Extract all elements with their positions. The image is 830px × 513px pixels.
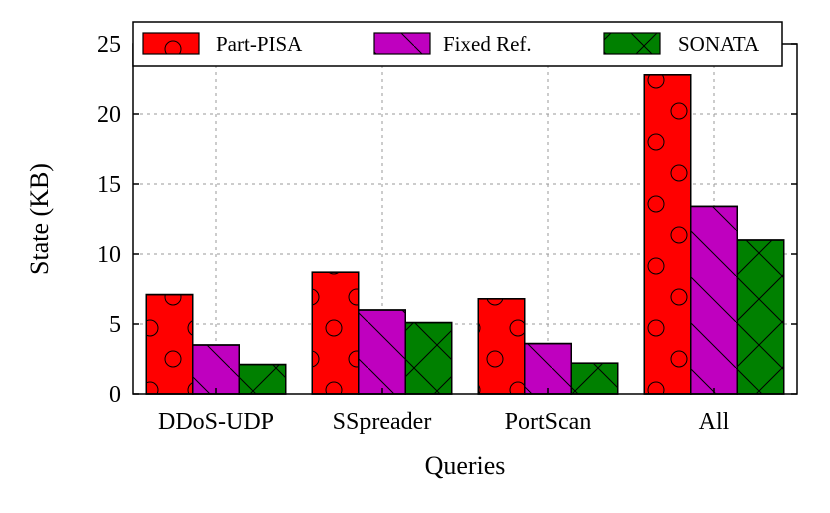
bar-pattern-sonata [239,364,286,394]
y-tick-label: 5 [109,312,121,338]
bar-pattern-sonata [571,363,618,394]
bar-pattern-sonata [737,240,784,394]
bar-pattern-part-pisa [644,74,691,395]
x-axis-title: Queries [425,451,506,480]
legend-swatch-pattern [143,33,199,54]
y-axis-title: State (KB) [25,163,54,275]
bar-pattern-part-pisa [478,298,525,394]
x-tick-label: SSpreader [333,409,432,435]
legend-swatch-pattern [604,33,660,54]
bar-pattern-fixed-ref [524,343,572,394]
bars [145,74,785,395]
bar-pattern-fixed-ref [690,206,738,394]
legend-box [132,21,783,67]
axis-ticks: 0 5 10 15 20 25 DDoS-UDP SSpreader PortScan All [97,32,797,435]
bar-pattern-part-pisa [312,272,359,394]
bar-pattern-fixed-ref [192,345,240,394]
x-tick-label: PortScan [505,409,592,435]
y-tick-label: 10 [97,242,121,268]
y-tick-label: 20 [97,102,121,128]
y-tick-label: 0 [109,382,121,408]
bar-pattern-sonata [405,322,452,394]
legend-swatch-pattern [374,33,430,54]
bar-pattern-part-pisa [146,294,193,394]
legend-label-sonata: SONATA [678,32,760,56]
bar-pattern-fixed-ref [358,310,406,394]
x-tick-label: All [699,409,730,435]
legend-label-part-pisa: Part-PISA [216,32,303,56]
legend-label-fixed-ref: Fixed Ref. [443,32,532,56]
legend: Part-PISA Fixed Ref. SONATA [132,21,783,67]
y-tick-label: 25 [97,32,121,58]
y-tick-label: 15 [97,172,121,198]
x-tick-label: DDoS-UDP [158,409,274,435]
